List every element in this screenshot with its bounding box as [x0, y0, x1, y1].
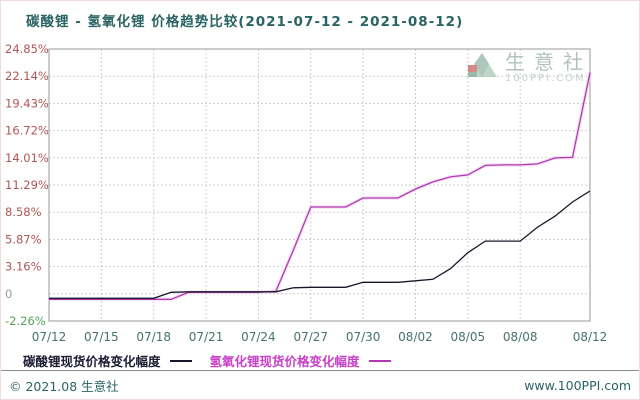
- x-tick-label: 08/05: [451, 330, 486, 344]
- y-tick-label: 22.14%: [5, 69, 49, 83]
- x-tick-label: 07/15: [84, 330, 119, 344]
- plot-border: [48, 48, 591, 322]
- y-tick-label: 11.29%: [5, 178, 49, 192]
- y-tick-label: 0: [5, 287, 12, 301]
- x-tick-label: 07/27: [293, 330, 328, 344]
- chart-legend: 碳酸锂现货价格变化幅度 氢氧化锂现货价格变化幅度: [23, 351, 391, 370]
- legend-label-hydroxide: 氢氧化锂现货价格变化幅度: [209, 354, 360, 369]
- x-tick-label: 07/24: [241, 330, 276, 344]
- x-tick-label: 08/08: [503, 330, 538, 344]
- y-tick-label: 5.87%: [5, 232, 42, 246]
- carbonate-line-swatch-icon: [169, 359, 192, 362]
- x-tick-label: 08/12: [573, 330, 608, 344]
- y-tick-label: -2.26%: [5, 314, 46, 328]
- site-link[interactable]: www.100PPI.com: [524, 378, 631, 393]
- legend-item-hydroxide: 氢氧化锂现货价格变化幅度: [210, 351, 391, 370]
- x-tick-label: 07/12: [32, 330, 67, 344]
- copyright-text: © 2021.08 生意社: [9, 379, 119, 394]
- hydroxide-series-halo: [49, 72, 592, 302]
- y-tick-label: 14.01%: [5, 151, 49, 165]
- legend-label-carbonate: 碳酸锂现货价格变化幅度: [23, 354, 161, 369]
- x-tick-label: 07/18: [136, 330, 171, 344]
- chart-title: 碳酸锂 - 氢氧化锂 价格趋势比较(2021-07-12 - 2021-08-1…: [26, 14, 464, 30]
- y-tick-label: 16.72%: [5, 124, 49, 138]
- x-tick-label: 07/21: [189, 330, 224, 344]
- hydroxide-series-line: [49, 72, 591, 300]
- x-tick-label: 08/02: [398, 330, 433, 344]
- footer: © 2021.08 生意社 www.100PPI.com: [1, 370, 639, 399]
- y-tick-label: 19.43%: [5, 96, 49, 110]
- legend-item-carbonate: 碳酸锂现货价格变化幅度: [23, 351, 192, 370]
- x-tick-label: 07/30: [346, 330, 381, 344]
- carbonate-series-line: [49, 190, 591, 299]
- y-tick-label: 3.16%: [5, 260, 42, 274]
- y-tick-label: 24.85%: [5, 42, 49, 56]
- y-tick-label: 8.58%: [5, 205, 42, 219]
- hydroxide-line-swatch-icon: [368, 359, 391, 362]
